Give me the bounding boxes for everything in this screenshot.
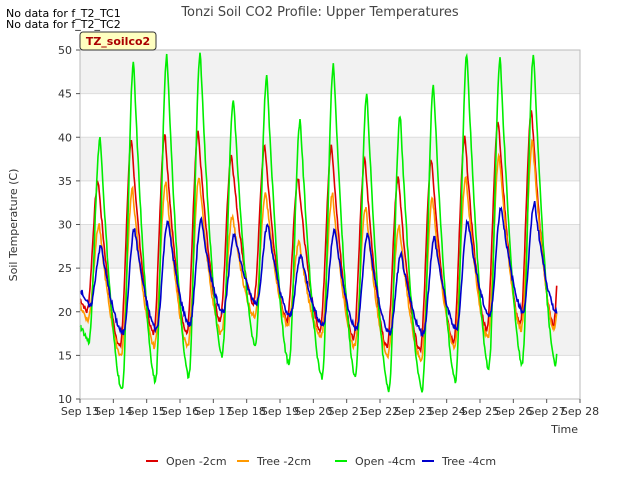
- y-axis-label: Soil Temperature (C): [7, 169, 20, 282]
- x-tick-label: Sep 15: [128, 405, 166, 418]
- chart-title: Tonzi Soil CO2 Profile: Upper Temperatur…: [180, 5, 459, 20]
- x-tick-label: Sep 23: [394, 405, 432, 418]
- series-lines: [79, 52, 558, 393]
- x-tick-label: Sep 17: [194, 405, 232, 418]
- y-tick-label: 20: [58, 306, 72, 319]
- x-tick-label: Sep 14: [94, 405, 132, 418]
- y-tick-label: 35: [58, 175, 72, 188]
- y-axis-ticks: 10 15 20 25 30 35 40 45 50: [58, 44, 80, 406]
- x-tick-label: Sep 25: [461, 405, 499, 418]
- series-line-openminus-4cm: [79, 52, 558, 393]
- x-tick-label: Sep 28: [561, 405, 599, 418]
- legend-label: Open -2cm: [166, 455, 227, 468]
- plot-band: [80, 50, 580, 94]
- y-tick-label: 25: [58, 262, 72, 275]
- plot-band: [80, 355, 580, 399]
- y-tick-label: 50: [58, 44, 72, 57]
- plot-band: [80, 311, 580, 356]
- x-tick-label: Sep 16: [161, 405, 199, 418]
- y-tick-label: 45: [58, 88, 72, 101]
- x-tick-label: Sep 19: [261, 405, 299, 418]
- plot-band: [80, 268, 580, 312]
- y-tick-label: 40: [58, 131, 72, 144]
- y-tick-label: 15: [58, 349, 72, 362]
- x-tick-label: Sep 24: [428, 405, 466, 418]
- site-badge: TZ_soilco2: [79, 31, 157, 51]
- no-data-note-2: No data for f_T2_TC2: [6, 18, 121, 31]
- x-tick-label: Sep 18: [228, 405, 266, 418]
- site-badge-label: TZ_soilco2: [86, 35, 150, 48]
- series-line-treeminus-4cm: [79, 200, 558, 338]
- x-tick-label: Sep 20: [294, 405, 332, 418]
- x-tick-label: Sep 13: [61, 405, 99, 418]
- x-tick-label: Sep 22: [361, 405, 399, 418]
- y-tick-label: 10: [58, 393, 72, 406]
- legend: Open -2cm Tree -2cm Open -4cm Tree -4cm: [146, 455, 496, 468]
- x-tick-label: Sep 26: [494, 405, 532, 418]
- legend-label: Tree -4cm: [441, 455, 496, 468]
- no-data-note-1: No data for f_T2_TC1: [6, 7, 121, 20]
- x-tick-label: Sep 21: [328, 405, 366, 418]
- y-tick-label: 30: [58, 219, 72, 232]
- x-tick-label: Sep 27: [528, 405, 566, 418]
- x-axis-label: Time: [550, 423, 578, 436]
- legend-label: Tree -2cm: [256, 455, 311, 468]
- legend-label: Open -4cm: [355, 455, 416, 468]
